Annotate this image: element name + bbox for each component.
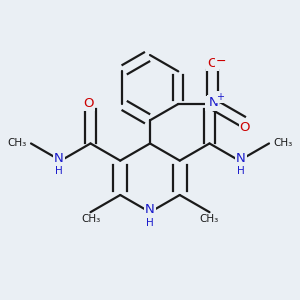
Text: O: O	[206, 97, 216, 110]
Text: CH₃: CH₃	[8, 139, 27, 148]
Text: O: O	[207, 57, 218, 70]
Text: N: N	[54, 152, 64, 164]
Text: N: N	[208, 96, 218, 109]
Text: H: H	[146, 218, 154, 228]
Text: CH₃: CH₃	[200, 214, 219, 224]
Text: H: H	[55, 167, 63, 176]
Text: O: O	[84, 97, 94, 110]
Text: CH₃: CH₃	[273, 139, 292, 148]
Text: N: N	[145, 203, 155, 216]
Text: −: −	[215, 55, 226, 68]
Text: O: O	[240, 121, 250, 134]
Text: N: N	[236, 152, 246, 164]
Text: CH₃: CH₃	[81, 214, 100, 224]
Text: H: H	[237, 167, 245, 176]
Text: +: +	[216, 92, 224, 102]
